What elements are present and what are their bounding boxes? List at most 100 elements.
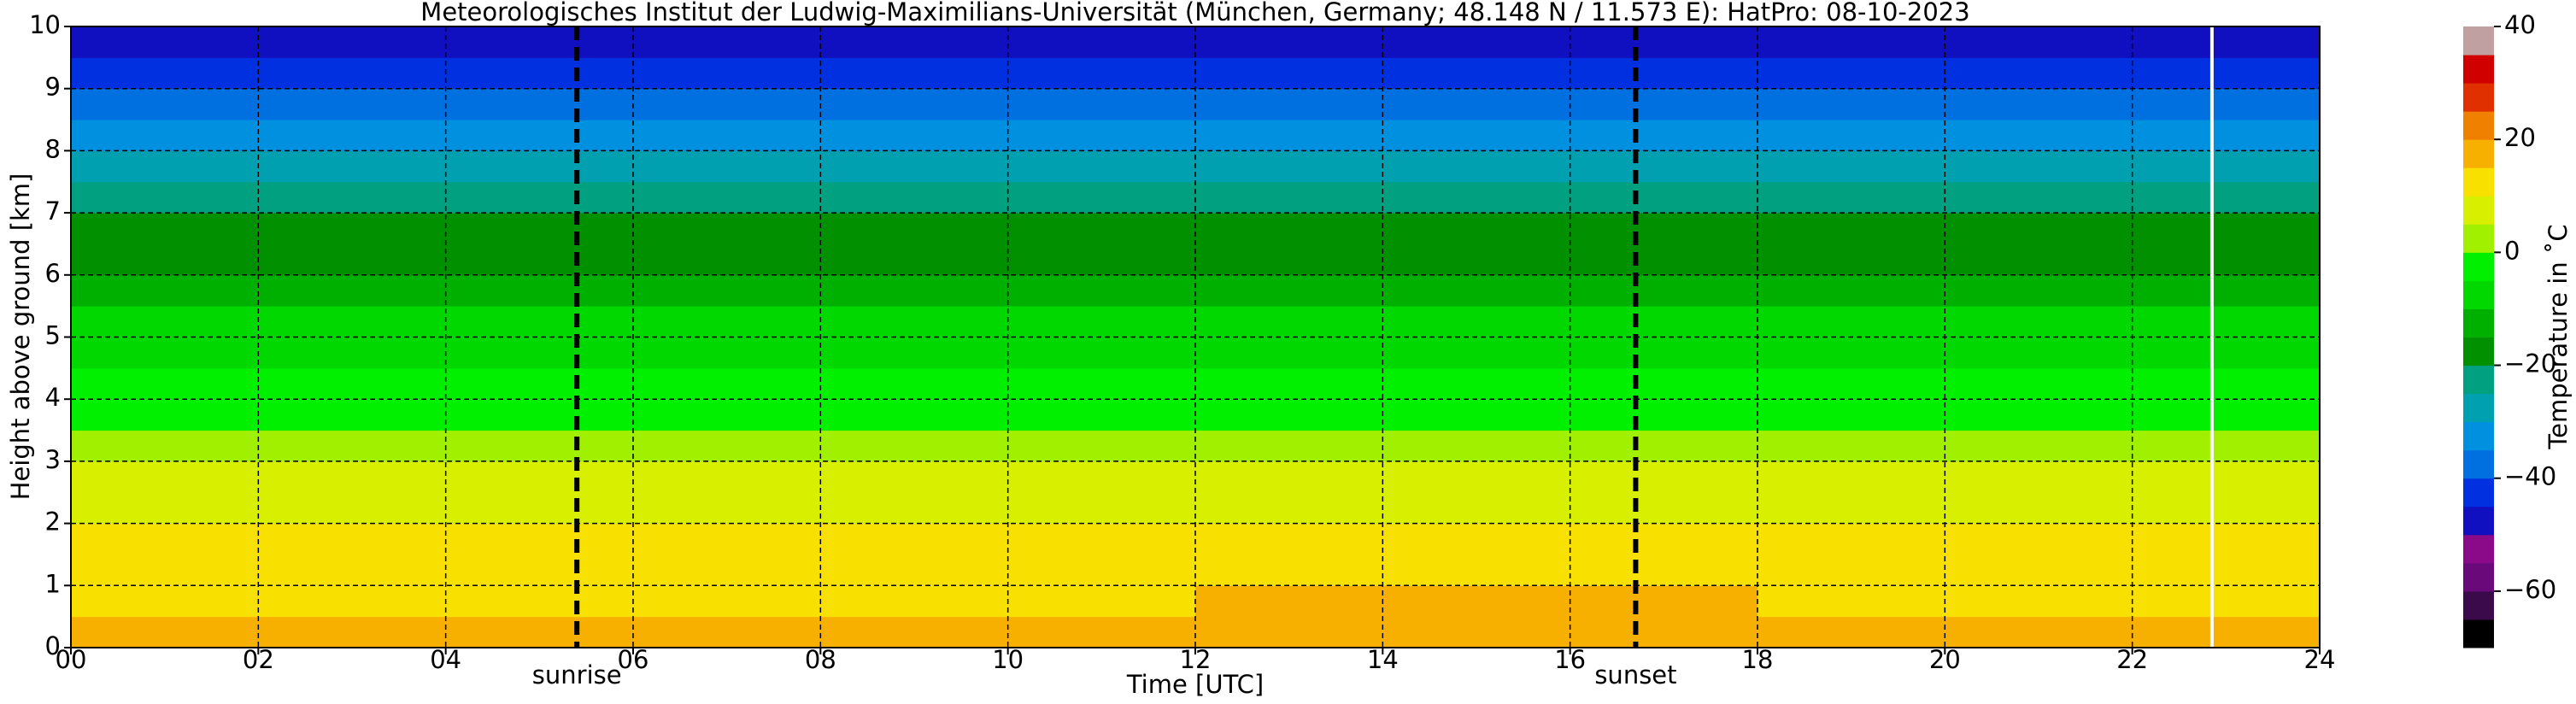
y-tick-label: 9: [45, 73, 61, 102]
colorbar-tick-label: −60: [2504, 575, 2556, 604]
cell: [633, 181, 1196, 214]
cell: [1757, 399, 2321, 431]
cell: [71, 430, 634, 462]
cell: [1195, 213, 1758, 244]
colorbar-swatch: [2463, 196, 2494, 225]
y-tick-label: 2: [45, 507, 61, 537]
cell: [71, 57, 634, 90]
cell: [71, 243, 634, 276]
colorbar-swatch: [2463, 562, 2494, 592]
cell: [633, 399, 1196, 431]
colorbar-swatch: [2463, 393, 2494, 423]
cell: [633, 57, 1196, 90]
cell: [71, 367, 634, 400]
cell: [1195, 57, 1758, 90]
colorbar-swatch: [2463, 26, 2494, 56]
cell: [633, 523, 1196, 555]
cell: [71, 523, 634, 555]
cell: [71, 306, 634, 337]
cell: [1195, 367, 1758, 400]
colorbar-tick-label: −40: [2504, 462, 2556, 491]
cell: [633, 461, 1196, 493]
cell: [71, 585, 634, 618]
cell: [633, 150, 1196, 183]
y-tick-label: 8: [45, 134, 61, 163]
cell: [1757, 243, 2321, 276]
cell: [71, 399, 634, 431]
colorbar-swatch: [2463, 421, 2494, 451]
colorbar-swatch: [2463, 252, 2494, 281]
event-label: sunrise: [532, 660, 622, 689]
chart-title: Meteorologisches Institut der Ludwig-Max…: [420, 0, 1969, 26]
colorbar-swatch: [2463, 478, 2494, 507]
colorbar-tick-label: 20: [2504, 123, 2536, 152]
cell: [633, 26, 1196, 58]
cell: [633, 306, 1196, 337]
cell: [633, 213, 1196, 244]
cell: [633, 430, 1196, 462]
cell: [71, 616, 634, 648]
cell: [1757, 461, 2321, 493]
cell: [1757, 26, 2321, 58]
y-tick-label: 5: [45, 321, 61, 350]
colorbar-swatch: [2463, 111, 2494, 140]
cell: [71, 26, 634, 58]
cell: [1757, 585, 2321, 618]
cell: [633, 616, 1196, 648]
cell: [633, 367, 1196, 400]
cell: [1757, 367, 2321, 400]
cell: [1195, 243, 1758, 276]
colorbar-tick-label: −20: [2504, 349, 2556, 378]
colorbar-tick-label: 40: [2504, 10, 2536, 39]
cell: [1195, 88, 1758, 120]
cell: [633, 492, 1196, 525]
event-label: sunset: [1594, 660, 1676, 689]
cell: [633, 337, 1196, 369]
cell: [71, 181, 634, 214]
cell: [71, 88, 634, 120]
cell: [1195, 616, 1758, 648]
colorbar-tick-label: 0: [2504, 236, 2520, 265]
colorbar-swatch: [2463, 280, 2494, 309]
cell: [633, 585, 1196, 618]
cell: [1195, 492, 1758, 525]
cell: [71, 461, 634, 493]
cell: [633, 554, 1196, 586]
y-tick-label: 0: [45, 631, 61, 660]
cell: [1757, 120, 2321, 151]
cell: [1757, 430, 2321, 462]
colorbar-swatch: [2463, 619, 2494, 648]
cell: [633, 243, 1196, 276]
cell: [1757, 150, 2321, 183]
cell: [71, 150, 634, 183]
cell: [1757, 213, 2321, 244]
colorbar-swatch: [2463, 83, 2494, 112]
cell: [1195, 554, 1758, 586]
plot-frame: [70, 26, 2321, 648]
y-tick-label: 10: [29, 10, 61, 39]
cell: [1195, 585, 1758, 618]
cell: [1757, 616, 2321, 648]
colorbar-swatch: [2463, 55, 2494, 84]
colorbar-label: Temperature in ˚C: [2544, 224, 2573, 449]
colorbar-swatch: [2463, 506, 2494, 536]
cell: [1195, 181, 1758, 214]
cell: [71, 213, 634, 244]
colorbar-swatch: [2463, 365, 2494, 395]
cell: [71, 274, 634, 307]
colorbar-swatch: [2463, 139, 2494, 168]
cell: [1757, 274, 2321, 307]
cell: [1195, 150, 1758, 183]
cell: [71, 554, 634, 586]
cell: [1195, 26, 1758, 58]
cell: [1195, 399, 1758, 431]
colorbar-swatch: [2463, 534, 2494, 564]
cell: [1757, 181, 2321, 214]
cell: [633, 274, 1196, 307]
cell: [1757, 523, 2321, 555]
colorbar-swatch: [2463, 590, 2494, 620]
cell: [1757, 337, 2321, 369]
colorbar-swatch: [2463, 308, 2494, 337]
y-tick-label: 6: [45, 259, 61, 288]
